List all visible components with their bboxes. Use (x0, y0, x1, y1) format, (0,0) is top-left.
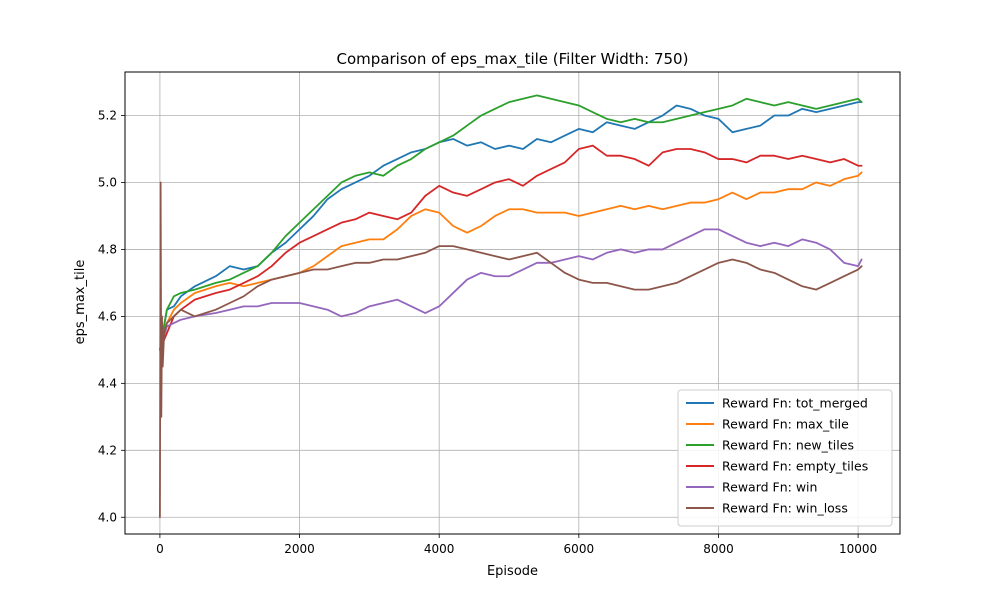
series-line-win (159, 228, 863, 351)
legend-label: Reward Fn: max_tile (722, 417, 849, 432)
y-axis-label: eps_max_tile (73, 260, 88, 345)
y-tick-label: 4.6 (98, 309, 117, 323)
series-line-empty-tiles (159, 144, 863, 351)
series-line-win-loss (159, 181, 863, 519)
series-lines (159, 94, 863, 519)
x-axis-ticks: 0 2000 4000 6000 8000 10000 (156, 534, 877, 556)
legend-label: Reward Fn: new_tiles (722, 438, 854, 453)
series-line-max-tile (159, 171, 863, 351)
x-tick-label: 0 (156, 542, 164, 556)
x-tick-label: 10000 (839, 542, 877, 556)
legend-label: Reward Fn: win_loss (722, 501, 848, 516)
legend-label: Reward Fn: tot_merged (722, 396, 868, 411)
plot-area-frame (124, 71, 901, 535)
y-tick-label: 5.0 (98, 175, 117, 189)
x-tick-label: 8000 (703, 542, 734, 556)
x-tick-label: 4000 (424, 542, 455, 556)
chart-title: Comparison of eps_max_tile (Filter Width… (337, 50, 689, 69)
x-tick-label: 6000 (564, 542, 595, 556)
x-tick-label: 2000 (284, 542, 315, 556)
y-tick-label: 5.2 (98, 109, 117, 123)
series-line-new-tiles (159, 94, 863, 351)
y-tick-label: 4.8 (98, 242, 117, 256)
legend-label: Reward Fn: win (722, 480, 817, 495)
legend: Reward Fn: tot_merged Reward Fn: max_tile… (677, 389, 893, 527)
legend-label: Reward Fn: empty_tiles (722, 459, 868, 474)
y-tick-label: 4.2 (98, 443, 117, 457)
x-axis-label: Episode (487, 564, 538, 579)
y-tick-label: 4.4 (98, 376, 117, 390)
y-axis-ticks: 4.0 4.2 4.4 4.6 4.8 5.0 5.2 (98, 109, 125, 524)
y-tick-label: 4.0 (98, 510, 117, 524)
legend-box (677, 389, 893, 527)
